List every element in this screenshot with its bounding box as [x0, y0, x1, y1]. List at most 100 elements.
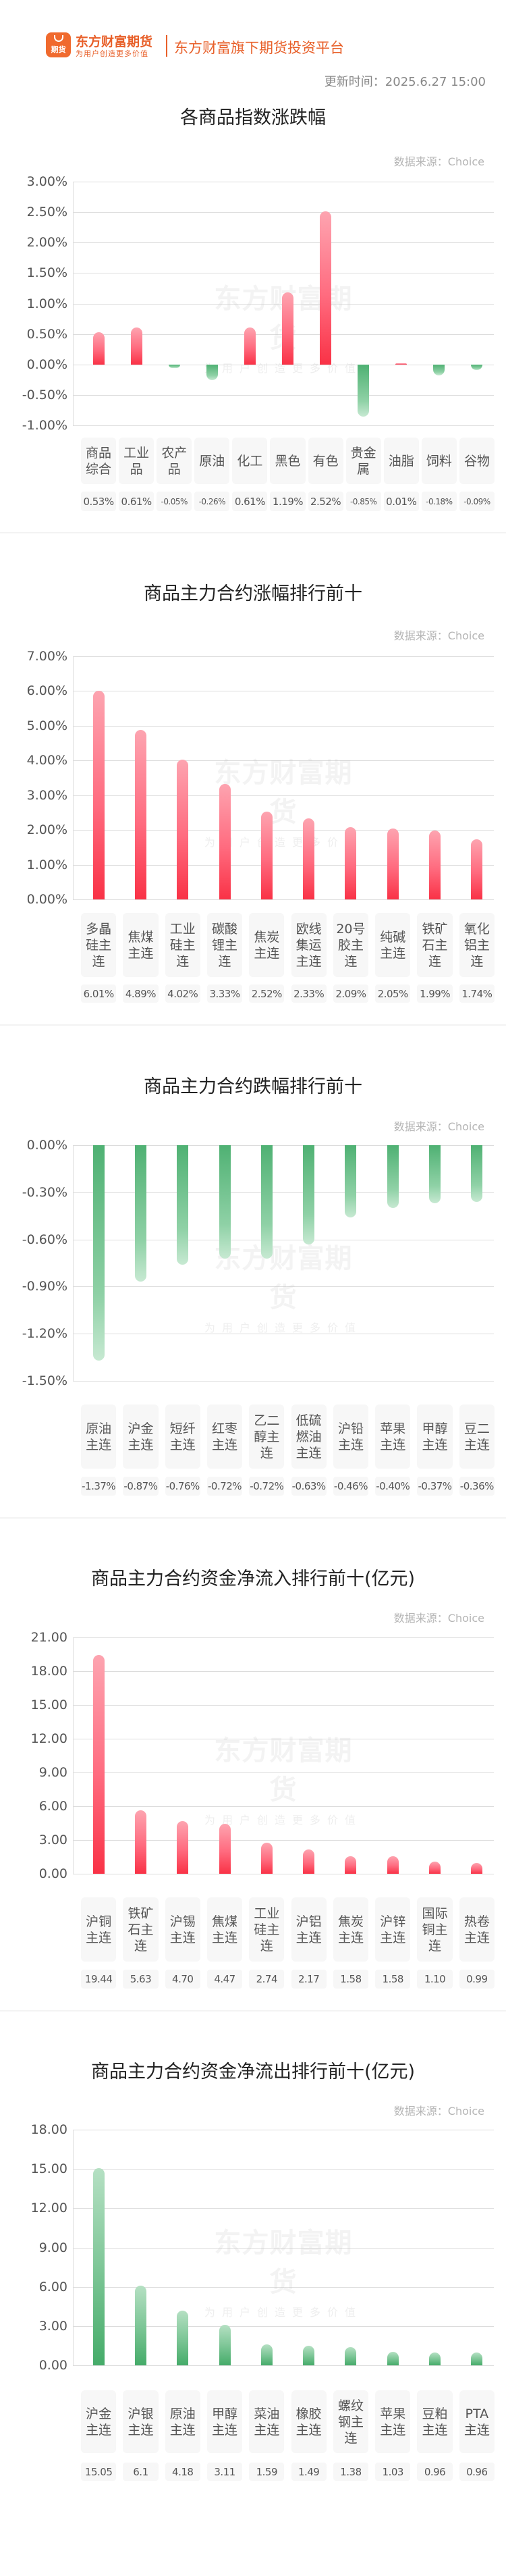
y-tick-label: 0.00%: [26, 892, 67, 907]
bar[interactable]: [177, 1145, 189, 1265]
bar[interactable]: [206, 365, 218, 381]
y-tick-label: -0.50%: [22, 387, 67, 402]
bar[interactable]: [433, 365, 445, 376]
category-label: 沪银主连: [123, 2390, 159, 2453]
bar[interactable]: [471, 1862, 483, 1874]
category-label: 铁矿石主连: [123, 1897, 159, 1962]
bar[interactable]: [219, 1823, 231, 1874]
y-axis-line: [73, 1637, 74, 1874]
bar[interactable]: [177, 2310, 189, 2365]
bar[interactable]: [429, 1145, 441, 1204]
value-label: 0.61%: [232, 492, 268, 511]
gridline: [73, 1286, 494, 1288]
bar[interactable]: [345, 826, 357, 899]
bar[interactable]: [387, 828, 399, 899]
category-label: 20号胶主连: [333, 913, 369, 977]
section-divider: [0, 1517, 506, 1519]
category-label: 豆粕主连: [417, 2390, 453, 2453]
y-tick-label: 15.00: [30, 1698, 67, 1712]
bar[interactable]: [168, 365, 180, 368]
category-label: 焦炭主连: [333, 1897, 369, 1962]
data-source-label: 数据来源：Choice: [393, 629, 484, 642]
bar[interactable]: [219, 2324, 231, 2365]
gridline: [73, 830, 494, 831]
value-label: -0.63%: [291, 1477, 327, 1496]
value-label: 0.01%: [383, 492, 419, 511]
y-tick-label: 0.00%: [26, 357, 67, 372]
bar[interactable]: [358, 365, 370, 417]
bar[interactable]: [429, 1861, 441, 1874]
bar[interactable]: [471, 839, 483, 899]
category-label: 工业硅主连: [249, 1897, 285, 1962]
y-tick-label: 2.50%: [26, 205, 67, 220]
value-label: 1.19%: [270, 492, 306, 511]
y-tick-label: 2.00%: [26, 235, 67, 251]
value-label: -0.09%: [459, 492, 495, 511]
value-label: 2.52%: [308, 492, 343, 511]
bar[interactable]: [244, 327, 256, 365]
bar[interactable]: [134, 2285, 146, 2365]
bar[interactable]: [303, 1145, 315, 1244]
category-label: 焦煤主连: [206, 1897, 243, 1962]
bar[interactable]: [345, 2347, 357, 2365]
bar[interactable]: [219, 783, 231, 899]
value-label: -0.37%: [417, 1477, 453, 1496]
bar[interactable]: [471, 2352, 483, 2365]
data-source-label: 数据来源：Choice: [393, 155, 484, 168]
bar[interactable]: [345, 1856, 357, 1874]
category-label: 甲醇主连: [417, 1404, 453, 1469]
bar[interactable]: [260, 812, 273, 899]
bar[interactable]: [92, 332, 105, 365]
value-label: -0.76%: [165, 1477, 200, 1496]
bar[interactable]: [134, 1810, 146, 1874]
y-tick-label: 3.00%: [26, 787, 67, 803]
y-tick-label: 2.00%: [26, 822, 67, 838]
value-label: 2.09%: [333, 984, 369, 1003]
bar[interactable]: [177, 1820, 189, 1874]
value-label: 0.99: [459, 1970, 495, 1989]
bar[interactable]: [177, 760, 189, 899]
bar[interactable]: [260, 2344, 273, 2365]
bar[interactable]: [345, 1145, 357, 1218]
category-label: 甲醇主连: [206, 2390, 243, 2453]
y-tick-label: 18.00: [30, 1664, 67, 1679]
bar[interactable]: [387, 1856, 399, 1874]
bar[interactable]: [395, 363, 407, 365]
bar[interactable]: [303, 2346, 315, 2365]
value-label: 1.10: [417, 1970, 453, 1989]
value-label: 4.18: [165, 2463, 200, 2481]
bar[interactable]: [387, 1145, 399, 1209]
y-tick-label: 3.00: [38, 1833, 67, 1847]
gridline: [73, 1840, 494, 1841]
bar[interactable]: [320, 211, 332, 365]
y-tick-label: -1.50%: [22, 1373, 67, 1388]
bar[interactable]: [429, 830, 441, 899]
bar[interactable]: [429, 2352, 441, 2365]
category-label: 橡胶主连: [291, 2390, 327, 2453]
bar[interactable]: [387, 2352, 399, 2365]
bar[interactable]: [471, 365, 483, 371]
bar[interactable]: [219, 1145, 231, 1259]
value-label: -0.85%: [345, 492, 381, 511]
value-label: 1.74%: [459, 984, 495, 1003]
y-tick-label: 1.00%: [26, 296, 67, 311]
category-label: 焦煤主连: [123, 913, 159, 977]
bar[interactable]: [303, 1849, 315, 1874]
bar[interactable]: [260, 1145, 273, 1259]
bar[interactable]: [130, 327, 142, 365]
bar[interactable]: [260, 1843, 273, 1874]
bar[interactable]: [134, 729, 146, 899]
value-label: -0.72%: [249, 1477, 285, 1496]
bar[interactable]: [92, 1145, 105, 1361]
value-label: -0.40%: [375, 1477, 411, 1496]
bar[interactable]: [92, 690, 105, 899]
bar[interactable]: [134, 1145, 146, 1282]
bar[interactable]: [282, 292, 293, 365]
category-label: 原油: [194, 438, 230, 484]
bar[interactable]: [471, 1145, 483, 1202]
gridline: [73, 1705, 494, 1706]
bar[interactable]: [303, 818, 315, 899]
bar[interactable]: [92, 1655, 105, 1874]
bar[interactable]: [92, 2168, 105, 2365]
y-tick-label: 3.00%: [26, 174, 67, 189]
